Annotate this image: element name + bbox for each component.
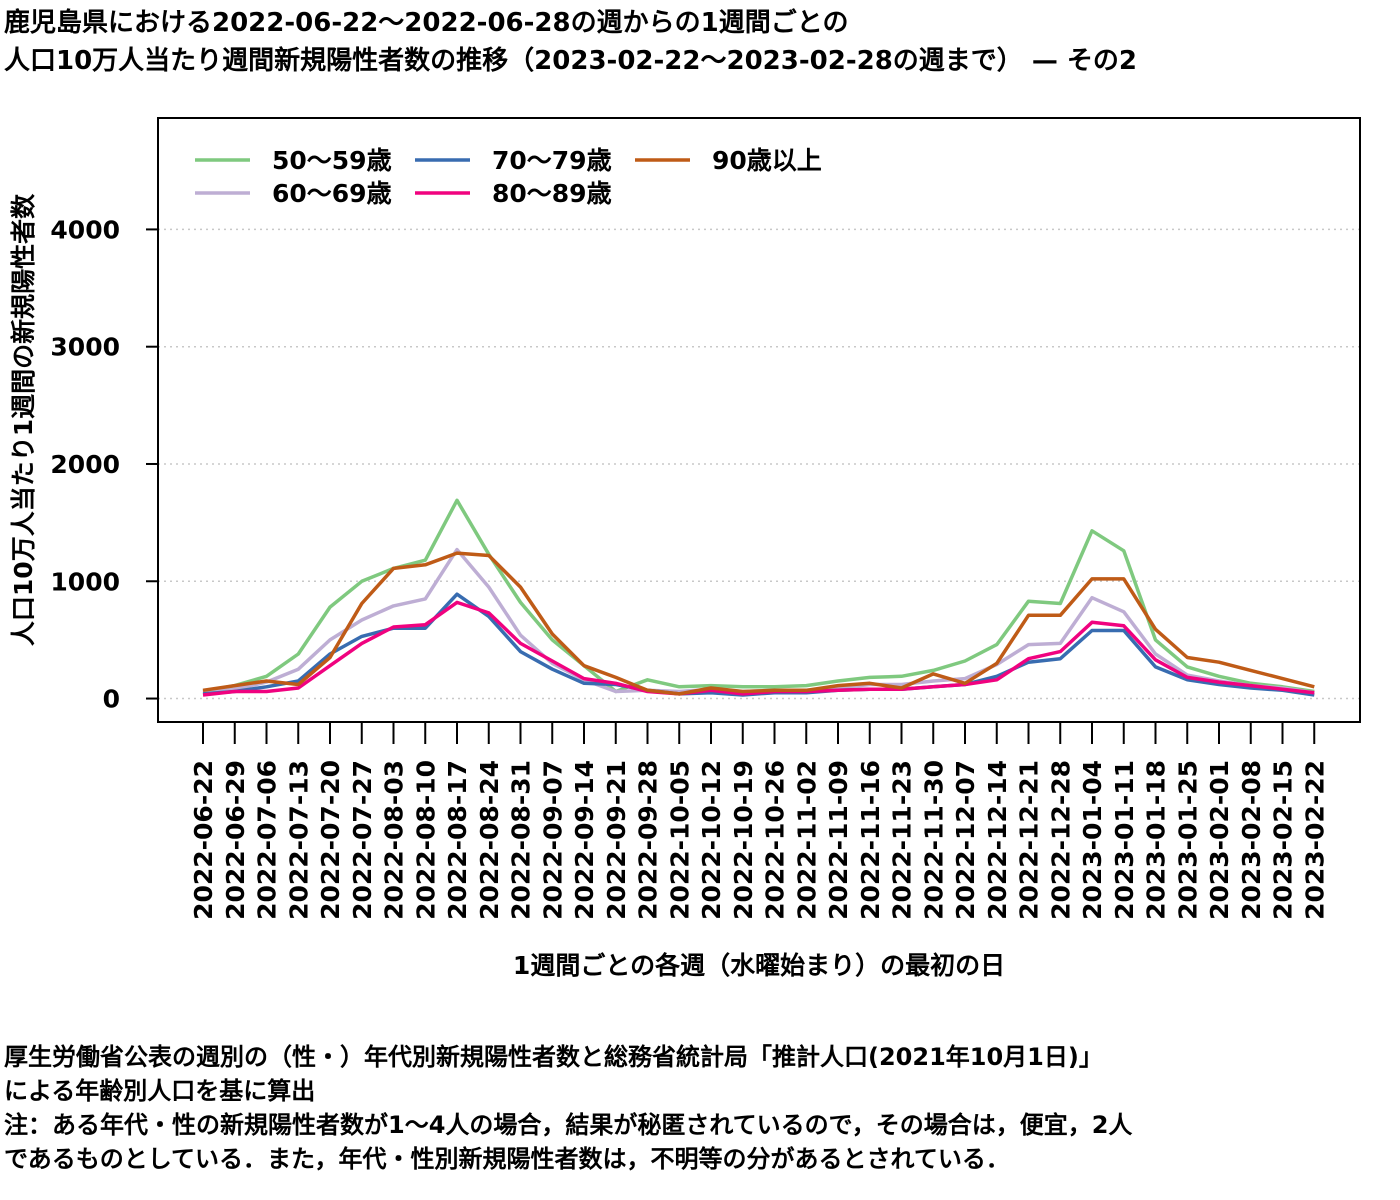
x-tick-label: 2022-11-23 [888,760,917,920]
legend-label: 90歳以上 [712,146,822,175]
x-tick-label: 2022-08-03 [380,760,409,920]
x-tick-label: 2022-07-06 [253,760,282,920]
x-tick-label: 2022-10-05 [665,760,694,920]
x-tick-label: 2022-08-17 [443,760,472,920]
x-tick-label: 2022-12-07 [951,760,980,920]
legend-label: 50〜59歳 [272,146,392,175]
x-tick-label: 2022-06-22 [189,760,218,920]
x-tick-label: 2023-01-18 [1142,760,1171,920]
x-tick-label: 2023-02-08 [1237,760,1266,920]
source-notes: 厚生労働省公表の週別の（性・）年代別新規陽性者数と総務省統計局「推計人口(202… [4,1040,1132,1176]
y-tick-label: 0 [103,685,120,714]
legend-label: 80〜89歳 [492,179,612,208]
series-lines [202,498,1315,697]
x-tick-label: 2022-08-10 [411,760,440,920]
x-tick-label: 2022-09-28 [634,760,663,920]
chart-title-line2: 人口10万人当たり週間新規陽性者数の推移（2023-02-22〜2023-02-… [4,46,1137,76]
series-line-5 [202,551,1315,696]
source-note-line2: による年齢別人口を基に算出 [4,1077,316,1105]
x-tick-label: 2022-08-31 [507,760,536,920]
x-tick-label: 2022-10-19 [729,760,758,920]
x-tick-label: 2022-11-16 [856,760,885,920]
plot-frame [157,117,1361,723]
chart-title: 鹿児島県における2022-06-22〜2022-06-28の週からの1週間ごとの… [4,4,1137,80]
x-tick-label: 2022-09-21 [602,760,631,920]
x-tick-label: 2022-12-21 [1015,760,1044,920]
x-tick-label: 2022-10-26 [761,760,790,920]
y-axis: 0 1000 2000 3000 4000 [50,215,158,714]
x-tick-label: 2022-11-09 [824,760,853,920]
x-tick-label: 2023-01-11 [1110,760,1139,920]
legend-label: 60〜69歳 [272,179,392,208]
x-tick-label: 2022-12-28 [1046,760,1075,920]
chart-title-line1: 鹿児島県における2022-06-22〜2022-06-28の週からの1週間ごとの [4,8,849,38]
y-axis-label: 人口10万人当たり1週間の新規陽性者数 [9,193,38,646]
x-tick-label: 2023-02-15 [1269,760,1298,920]
disclaimer-line1: 注：ある年代・性の新規陽性者数が1〜4人の場合，結果が秘匿されているので，その場… [4,1111,1133,1139]
x-tick-label: 2022-09-14 [570,760,599,920]
series-line-4 [202,600,1315,697]
x-tick-label: 2022-10-12 [697,760,726,920]
x-tick-label: 2022-11-30 [919,760,948,920]
legend-label: 70〜79歳 [492,146,612,175]
source-note-line1: 厚生労働省公表の週別の（性・）年代別新規陽性者数と総務省統計局「推計人口(202… [4,1043,1103,1071]
grid-lines [158,228,1360,700]
x-tick-label: 2022-07-13 [284,760,313,920]
legend: 50〜59歳 60〜69歳 70〜79歳 80〜89歳 90歳以上 [195,146,822,208]
x-tick-label: 2022-09-07 [538,760,567,920]
series-line-1 [202,498,1315,694]
x-tick-label: 2022-11-02 [792,760,821,920]
y-tick-label: 1000 [50,567,120,596]
y-tick-label: 3000 [50,333,120,362]
x-tick-label: 2022-06-29 [221,760,250,920]
y-tick-label: 4000 [50,215,120,244]
x-tick-label: 2023-02-01 [1205,760,1234,920]
x-axis: 2022-06-22 2022-06-29 2022-07-06 2022-07-13… [189,721,1329,920]
x-tick-label: 2023-02-22 [1300,760,1329,920]
x-tick-label: 2022-12-14 [983,760,1012,920]
disclaimer-line2: であるものとしている．また，年代・性別新規陽性者数は，不明等の分があるとされてい… [4,1145,1010,1173]
x-tick-label: 2022-08-24 [475,760,504,920]
x-tick-label: 2022-07-27 [348,760,377,920]
x-tick-label: 2022-07-20 [316,760,345,920]
y-tick-label: 2000 [50,450,120,479]
x-tick-label: 2023-01-25 [1173,760,1202,920]
x-tick-label: 2023-01-04 [1078,760,1107,920]
x-axis-label: 1週間ごとの各週（水曜始まり）の最初の日 [513,951,1005,980]
